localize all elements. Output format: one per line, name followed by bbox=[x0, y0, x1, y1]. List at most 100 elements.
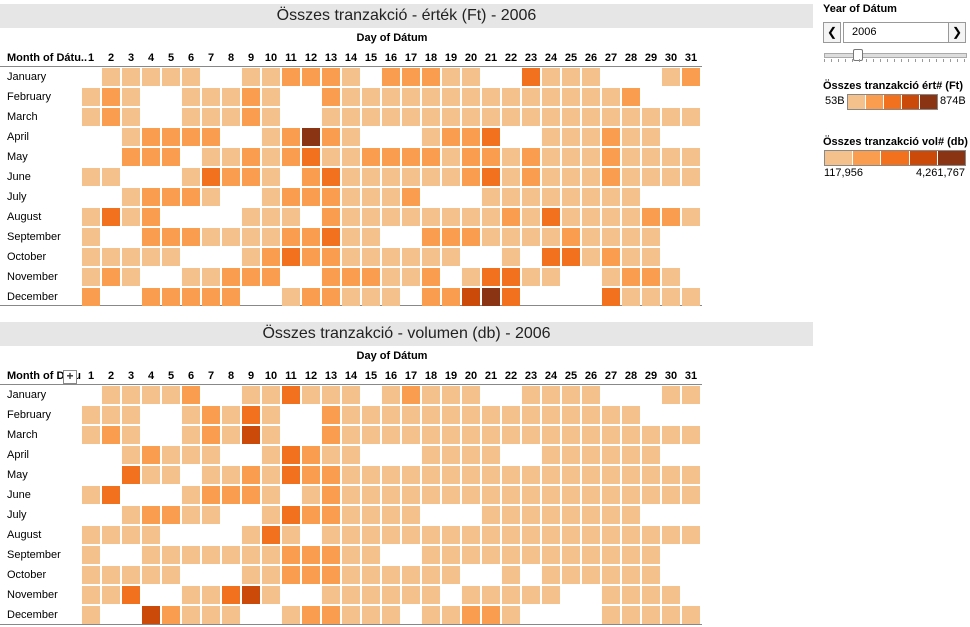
heatmap-cell[interactable] bbox=[442, 446, 460, 464]
heatmap-cell[interactable] bbox=[322, 486, 340, 504]
heatmap-cell[interactable] bbox=[422, 168, 440, 186]
heatmap-cell[interactable] bbox=[362, 486, 380, 504]
heatmap-cell[interactable] bbox=[102, 406, 120, 424]
heatmap-cell[interactable] bbox=[622, 168, 640, 186]
heatmap-cell[interactable] bbox=[662, 426, 680, 444]
heatmap-cell[interactable] bbox=[502, 288, 520, 306]
heatmap-cell[interactable] bbox=[482, 88, 500, 106]
heatmap-cell[interactable] bbox=[302, 566, 320, 584]
heatmap-cell[interactable] bbox=[342, 228, 360, 246]
heatmap-cell[interactable] bbox=[322, 248, 340, 266]
heatmap-cell[interactable] bbox=[582, 68, 600, 86]
heatmap-cell[interactable] bbox=[622, 208, 640, 226]
heatmap-cell[interactable] bbox=[642, 586, 660, 604]
heatmap-cell[interactable] bbox=[682, 208, 700, 226]
heatmap-cell[interactable] bbox=[582, 466, 600, 484]
heatmap-cell[interactable] bbox=[462, 288, 480, 306]
heatmap-cell[interactable] bbox=[542, 546, 560, 564]
heatmap-cell[interactable] bbox=[222, 108, 240, 126]
heatmap-cell[interactable] bbox=[462, 406, 480, 424]
heatmap-cell[interactable] bbox=[402, 148, 420, 166]
heatmap-cell[interactable] bbox=[322, 268, 340, 286]
heatmap-cell[interactable] bbox=[622, 546, 640, 564]
heatmap-cell[interactable] bbox=[242, 406, 260, 424]
heatmap-cell[interactable] bbox=[142, 466, 160, 484]
heatmap-cell[interactable] bbox=[642, 208, 660, 226]
heatmap-cell[interactable] bbox=[462, 386, 480, 404]
heatmap-cell[interactable] bbox=[362, 606, 380, 624]
heatmap-cell[interactable] bbox=[362, 108, 380, 126]
heatmap-cell[interactable] bbox=[382, 88, 400, 106]
heatmap-cell[interactable] bbox=[482, 426, 500, 444]
heatmap-cell[interactable] bbox=[382, 208, 400, 226]
heatmap-cell[interactable] bbox=[522, 168, 540, 186]
heatmap-cell[interactable] bbox=[322, 446, 340, 464]
heatmap-cell[interactable] bbox=[362, 248, 380, 266]
heatmap-cell[interactable] bbox=[422, 268, 440, 286]
heatmap-cell[interactable] bbox=[422, 466, 440, 484]
heatmap-cell[interactable] bbox=[182, 128, 200, 146]
heatmap-cell[interactable] bbox=[182, 188, 200, 206]
heatmap-cell[interactable] bbox=[322, 288, 340, 306]
heatmap-cell[interactable] bbox=[222, 148, 240, 166]
heatmap-cell[interactable] bbox=[542, 168, 560, 186]
heatmap-cell[interactable] bbox=[522, 526, 540, 544]
heatmap-cell[interactable] bbox=[242, 546, 260, 564]
heatmap-cell[interactable] bbox=[342, 386, 360, 404]
heatmap-cell[interactable] bbox=[662, 486, 680, 504]
heatmap-cell[interactable] bbox=[462, 486, 480, 504]
heatmap-cell[interactable] bbox=[402, 486, 420, 504]
heatmap-cell[interactable] bbox=[522, 586, 540, 604]
heatmap-cell[interactable] bbox=[122, 466, 140, 484]
heatmap-cell[interactable] bbox=[322, 546, 340, 564]
heatmap-cell[interactable] bbox=[462, 586, 480, 604]
heatmap-cell[interactable] bbox=[242, 386, 260, 404]
heatmap-cell[interactable] bbox=[262, 128, 280, 146]
heatmap-cell[interactable] bbox=[462, 546, 480, 564]
heatmap-cell[interactable] bbox=[602, 188, 620, 206]
heatmap-cell[interactable] bbox=[242, 68, 260, 86]
heatmap-cell[interactable] bbox=[202, 466, 220, 484]
heatmap-cell[interactable] bbox=[142, 446, 160, 464]
heatmap-cell[interactable] bbox=[242, 526, 260, 544]
heatmap-cell[interactable] bbox=[382, 506, 400, 524]
heatmap-cell[interactable] bbox=[122, 526, 140, 544]
heatmap-cell[interactable] bbox=[162, 606, 180, 624]
heatmap-cell[interactable] bbox=[422, 386, 440, 404]
heatmap-cell[interactable] bbox=[302, 148, 320, 166]
heatmap-cell[interactable] bbox=[182, 228, 200, 246]
heatmap-cell[interactable] bbox=[542, 88, 560, 106]
heatmap-cell[interactable] bbox=[242, 168, 260, 186]
heatmap-cell[interactable] bbox=[422, 526, 440, 544]
heatmap-cell[interactable] bbox=[682, 108, 700, 126]
heatmap-cell[interactable] bbox=[382, 188, 400, 206]
heatmap-cell[interactable] bbox=[682, 288, 700, 306]
heatmap-cell[interactable] bbox=[422, 228, 440, 246]
heatmap-cell[interactable] bbox=[442, 566, 460, 584]
heatmap-cell[interactable] bbox=[682, 486, 700, 504]
heatmap-cell[interactable] bbox=[382, 486, 400, 504]
heatmap-cell[interactable] bbox=[302, 168, 320, 186]
heatmap-cell[interactable] bbox=[362, 268, 380, 286]
heatmap-cell[interactable] bbox=[382, 248, 400, 266]
heatmap-cell[interactable] bbox=[102, 108, 120, 126]
heatmap-cell[interactable] bbox=[362, 208, 380, 226]
heatmap-cell[interactable] bbox=[382, 288, 400, 306]
heatmap-cell[interactable] bbox=[222, 268, 240, 286]
heatmap-cell[interactable] bbox=[562, 386, 580, 404]
heatmap-cell[interactable] bbox=[342, 426, 360, 444]
heatmap-cell[interactable] bbox=[482, 466, 500, 484]
heatmap-cell[interactable] bbox=[102, 426, 120, 444]
heatmap-cell[interactable] bbox=[542, 466, 560, 484]
heatmap-cell[interactable] bbox=[482, 188, 500, 206]
heatmap-cell[interactable] bbox=[322, 188, 340, 206]
heatmap-cell[interactable] bbox=[522, 268, 540, 286]
heatmap-cell[interactable] bbox=[622, 128, 640, 146]
heatmap-cell[interactable] bbox=[382, 586, 400, 604]
heatmap-cell[interactable] bbox=[622, 406, 640, 424]
heatmap-cell[interactable] bbox=[522, 406, 540, 424]
heatmap-cell[interactable] bbox=[262, 546, 280, 564]
heatmap-cell[interactable] bbox=[122, 68, 140, 86]
heatmap-cell[interactable] bbox=[662, 466, 680, 484]
heatmap-cell[interactable] bbox=[142, 248, 160, 266]
